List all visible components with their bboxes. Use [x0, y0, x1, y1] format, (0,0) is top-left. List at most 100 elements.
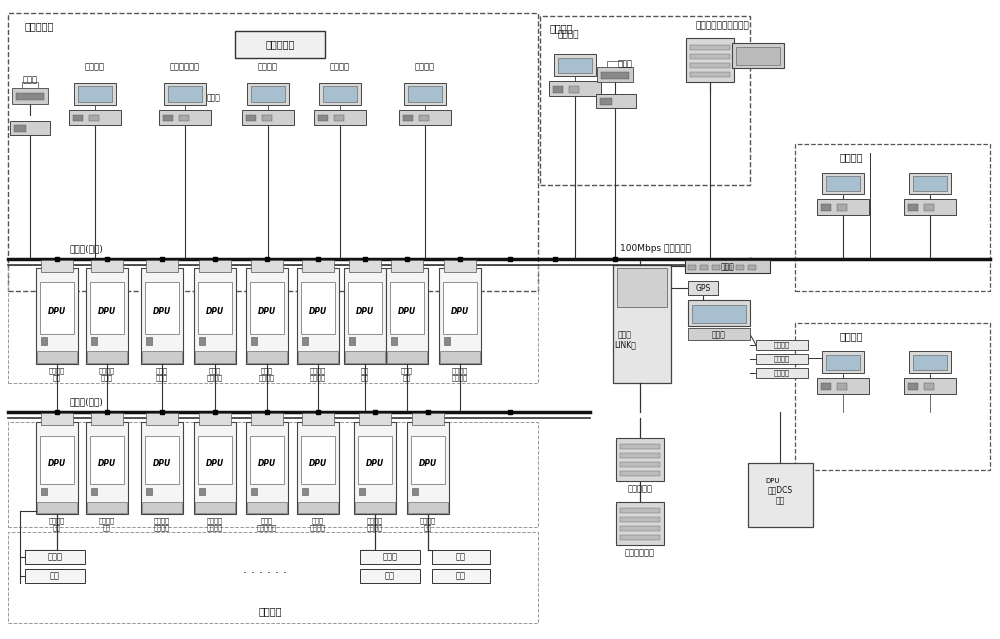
- Text: 输煤控制室: 输煤控制室: [25, 21, 54, 31]
- Bar: [145, 282, 179, 334]
- Bar: [616, 438, 664, 481]
- Bar: [407, 422, 449, 514]
- Bar: [90, 282, 124, 334]
- Text: 通讯服务器: 通讯服务器: [628, 484, 652, 493]
- Bar: [323, 86, 357, 102]
- Bar: [444, 337, 450, 345]
- Bar: [199, 413, 231, 425]
- Bar: [913, 176, 947, 191]
- Bar: [69, 110, 121, 125]
- Text: DPU: DPU: [356, 307, 374, 316]
- Bar: [199, 260, 231, 272]
- Text: DPU: DPU: [153, 459, 171, 468]
- Bar: [41, 488, 47, 495]
- Bar: [40, 436, 74, 484]
- Bar: [700, 265, 708, 270]
- Text: 呐叫呼
系统: 呐叫呼 系统: [401, 367, 413, 381]
- Bar: [198, 282, 232, 334]
- Bar: [348, 282, 382, 334]
- Bar: [540, 16, 750, 185]
- Text: DPU: DPU: [206, 459, 224, 468]
- Text: 生产管理: 生产管理: [840, 331, 864, 341]
- Bar: [199, 488, 205, 495]
- Bar: [736, 265, 744, 270]
- Bar: [688, 300, 750, 326]
- Bar: [748, 265, 756, 270]
- Bar: [685, 260, 770, 273]
- Bar: [90, 436, 124, 484]
- Text: DPU: DPU: [48, 307, 66, 316]
- Bar: [795, 144, 990, 291]
- Bar: [301, 282, 335, 334]
- Bar: [821, 383, 831, 390]
- Bar: [419, 115, 429, 121]
- Bar: [146, 260, 178, 272]
- Bar: [302, 488, 308, 495]
- Bar: [354, 422, 396, 514]
- Text: 仪表: 仪表: [50, 571, 60, 580]
- Text: 采制样机
控制系统: 采制样机 控制系统: [207, 518, 223, 531]
- Bar: [91, 488, 97, 495]
- Bar: [620, 444, 660, 449]
- Bar: [756, 368, 808, 378]
- Text: 人员动态
机运管理: 人员动态 机运管理: [310, 367, 326, 381]
- Bar: [37, 351, 77, 363]
- Bar: [262, 115, 272, 121]
- Bar: [25, 550, 85, 564]
- Bar: [817, 199, 869, 215]
- Bar: [904, 199, 956, 215]
- Bar: [620, 508, 660, 513]
- Bar: [87, 351, 127, 363]
- Bar: [408, 502, 448, 513]
- Bar: [795, 323, 990, 470]
- Bar: [837, 383, 847, 390]
- Bar: [302, 413, 334, 425]
- Bar: [141, 268, 183, 364]
- Bar: [247, 351, 287, 363]
- Text: DPU: DPU: [366, 459, 384, 468]
- Text: 打印机: 打印机: [618, 59, 633, 68]
- Bar: [690, 63, 730, 68]
- Bar: [298, 502, 338, 513]
- Bar: [36, 422, 78, 514]
- Text: DPU: DPU: [98, 459, 116, 468]
- Text: 设备维护
实验室: 设备维护 实验室: [99, 367, 115, 381]
- Bar: [78, 86, 112, 102]
- Text: 设备管理: 设备管理: [330, 62, 350, 71]
- Text: 通讯接口: 通讯接口: [774, 370, 790, 376]
- Bar: [168, 86, 202, 102]
- Bar: [359, 488, 365, 495]
- Text: DPU: DPU: [309, 307, 327, 316]
- Bar: [349, 337, 355, 345]
- Text: 100Mbps 工业以太网: 100Mbps 工业以太网: [620, 244, 691, 253]
- Text: DPU: DPU: [398, 307, 416, 316]
- Bar: [360, 550, 420, 564]
- Bar: [817, 378, 869, 394]
- Bar: [40, 282, 74, 334]
- Bar: [822, 173, 864, 194]
- Text: 工业电视系统: 工业电视系统: [170, 62, 200, 71]
- Bar: [391, 260, 423, 272]
- Text: 主控层(环网): 主控层(环网): [70, 397, 104, 406]
- Bar: [8, 13, 538, 291]
- Bar: [91, 413, 123, 425]
- Bar: [908, 204, 918, 211]
- Bar: [179, 115, 189, 121]
- Text: 多媒体
控制中心: 多媒体 控制中心: [207, 367, 223, 381]
- Bar: [837, 204, 847, 211]
- Bar: [301, 436, 335, 484]
- Bar: [159, 110, 211, 125]
- Bar: [688, 281, 718, 295]
- Text: 火灾报警
联动系统: 火灾报警 联动系统: [452, 367, 468, 381]
- Bar: [358, 436, 392, 484]
- Bar: [146, 337, 152, 345]
- Bar: [620, 526, 660, 531]
- Bar: [748, 463, 813, 527]
- Bar: [408, 86, 442, 102]
- Text: 安全监控
系统: 安全监控 系统: [99, 518, 115, 531]
- Text: 燃料管理: 燃料管理: [258, 62, 278, 71]
- Text: 通讯站: 通讯站: [712, 330, 726, 339]
- Bar: [617, 268, 667, 307]
- Text: 车辆引导
系统: 车辆引导 系统: [49, 518, 65, 531]
- Bar: [195, 502, 235, 513]
